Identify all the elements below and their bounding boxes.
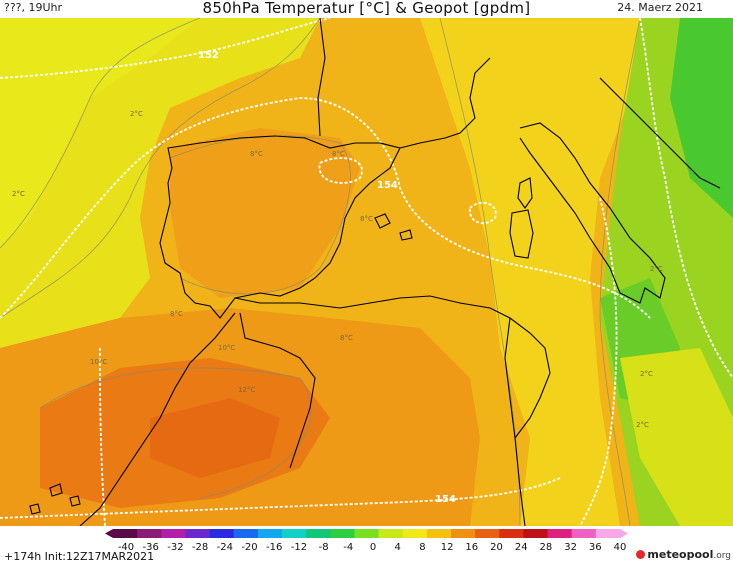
brand-tld: .org [713,551,731,561]
colorbar-swatches [105,529,628,538]
colorbar-tick-label: -16 [266,542,282,552]
temperature-zone-8c-iberia [170,128,360,298]
algeria-border [239,312,316,469]
colorbar-swatch [451,529,476,538]
sardinia-coast [509,209,534,259]
colorbar-tick-label: 4 [395,542,401,552]
colorbar-tick-label: -36 [143,542,159,552]
colorbar-ticks: -40 -36 -32 -28 -24 -20 -16 -12 -8 -4 0 4 8 12 16 20 24 2… [118,542,627,552]
colorbar-tick-label: 32 [564,542,577,552]
temperature-label: 8°C [170,310,183,318]
colorbar-tick-label: 0 [370,542,376,552]
colorbar-tick-label: 40 [614,542,627,552]
temperature-label: 8°C [332,150,345,158]
colorbar-tick-label: -4 [343,542,353,552]
colorbar-left-arrow [105,529,113,538]
colorbar-tick-label: 28 [540,542,553,552]
footer-bar: -40 -36 -32 -28 -24 -20 -16 -12 -8 -4 0 4 8 12 16 20 24 2… [0,526,733,566]
colorbar-swatch [547,529,573,538]
temperature-zone-2c [0,18,200,248]
colorbar-swatch [257,529,283,538]
temperature-label: 12°C [238,386,255,394]
temperature-label: 8°C [360,215,373,223]
colorbar-swatch [571,529,597,538]
header-bar: ???, 19Uhr 850hPa Temperatur [°C] & Geop… [0,0,733,18]
colorbar-tick-label: -28 [192,542,208,552]
temperature-label: 2°C [12,190,25,198]
canary-coast [29,483,81,515]
temperature-label: 2°C [636,421,649,429]
temperature-zone-4c-central [420,18,640,526]
colorbar-swatch [137,529,162,538]
france-coast [317,18,491,149]
temperature-zone-12c [150,398,280,478]
temperature-label: 8°C [250,150,263,158]
temperature-label: 10°C [218,344,235,352]
logo-dot-icon [636,550,646,559]
colorbar: -40 -36 -32 -28 -24 -20 -16 -12 -8 -4 0 4 8 12 16 20 24 2… [105,529,628,552]
colorbar-tick-label: -12 [291,542,307,552]
coastlines [29,18,721,526]
map-canvas: 152 154 154 2°C 2°C 8°C 8°C 8°C 8°C 8°C … [0,18,733,526]
colorbar-swatch [209,529,235,538]
colorbar-swatch [185,529,211,538]
colorbar-swatch [113,529,138,538]
colorbar-tick-label: -8 [319,542,329,552]
colorbar-tick-label: -20 [241,542,257,552]
temperature-label: 10°C [90,358,107,366]
colorbar-tick-label: 16 [465,542,478,552]
colorbar-tick-label: 36 [589,542,602,552]
adriatic-coast [599,77,721,189]
forecast-time-label: ???, 19Uhr [4,1,63,14]
temperature-zone-2c-south-east [620,348,733,526]
colorbar-swatch [378,529,404,538]
balearic-coast [374,213,413,241]
temperature-label: 2°C [130,110,143,118]
colorbar-swatch [282,529,307,538]
tunisia-border [504,317,526,526]
temperature-zone-minus4c [670,18,733,218]
colorbar-swatch [330,529,356,538]
geopotential-label: 154 [377,180,398,191]
colorbar-tick-label: 20 [490,542,503,552]
colorbar-swatch [402,529,428,538]
temperature-label: 2°C [650,265,663,273]
colorbar-tick-label: -24 [217,542,233,552]
forecast-date: 24. Maerz 2021 [617,1,703,14]
colorbar-swatch [499,529,525,538]
iberia-coast [159,135,401,319]
colorbar-right-arrow [620,529,628,538]
meteopool-logo[interactable]: meteopool.org [636,548,731,561]
colorbar-tick-label: -40 [118,542,134,552]
colorbar-swatch [523,529,549,538]
corsica-coast [517,177,533,209]
colorbar-swatch [475,529,500,538]
italy-coast [519,122,666,304]
colorbar-swatch [306,529,331,538]
colorbar-swatch [426,529,452,538]
colorbar-swatch [595,529,621,538]
colorbar-tick-label: 8 [419,542,425,552]
colorbar-tick-label: 24 [515,542,528,552]
geopotential-label: 152 [198,50,219,61]
geopotential-label: 154 [435,494,456,505]
chart-title: 850hPa Temperatur [°C] & Geopot [gpdm] [202,0,531,17]
model-run-info: +174h Init:12Z17MAR2021 [4,550,155,563]
geopotential-lines [0,18,733,526]
colorbar-swatch [161,529,187,538]
isotherm-lines [0,18,641,526]
temperature-label: 8°C [340,334,353,342]
temperature-label: 2°C [640,370,653,378]
colorbar-swatch [354,529,380,538]
colorbar-tick-label: 12 [441,542,454,552]
colorbar-tick-label: -32 [167,542,183,552]
weather-map: 152 154 154 2°C 2°C 8°C 8°C 8°C 8°C 8°C … [0,18,733,526]
north-africa-coast [234,295,551,439]
colorbar-swatch [233,529,259,538]
brand-name: meteopool [647,548,714,561]
morocco-coast [79,312,236,526]
